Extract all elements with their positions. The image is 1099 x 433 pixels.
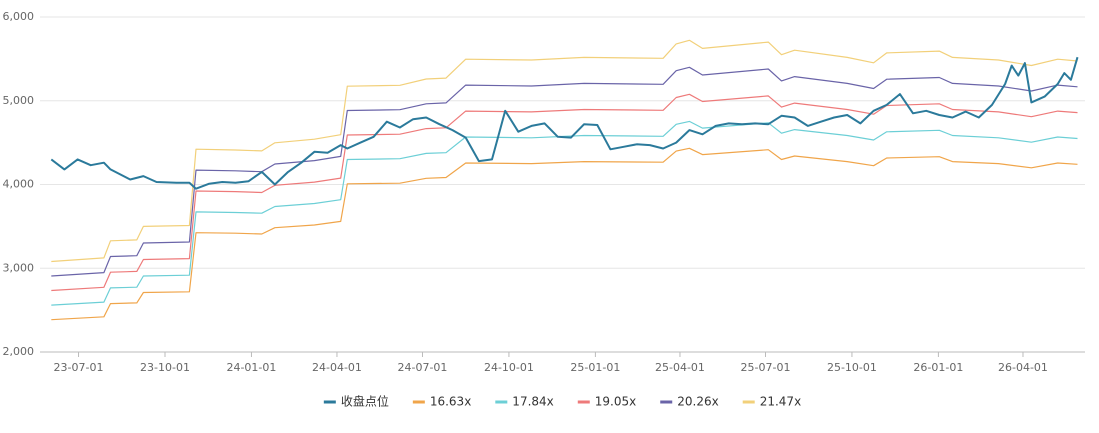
legend-item: 16.63x (412, 395, 471, 409)
x-tick-label: 24-07-01 (398, 361, 448, 374)
y-tick-label: 6,000 (3, 10, 35, 23)
legend-item: 20.26x (660, 395, 719, 409)
legend-item: 19.05x (577, 395, 636, 409)
legend-label: 21.47x (760, 395, 801, 409)
x-tick-label: 25-10-01 (827, 361, 877, 374)
legend-label: 17.84x (512, 395, 553, 409)
legend: 收盘点位 16.63x 17.84x 19.05x 20.26x 21.47x (323, 394, 801, 409)
x-tick-label: 24-01-01 (226, 361, 276, 374)
legend-label: 收盘点位 (341, 394, 389, 409)
series-line (51, 147, 1078, 321)
legend-label: 20.26x (677, 395, 718, 409)
legend-item: 17.84x (495, 395, 554, 409)
series-line (51, 120, 1078, 306)
y-tick-label: 4,000 (3, 178, 35, 191)
series-line (50, 56, 1079, 190)
x-tick-label: 23-10-01 (140, 361, 190, 374)
x-tick-label: 25-07-01 (741, 361, 791, 374)
legend-label: 16.63x (430, 395, 471, 409)
x-tick-label: 24-10-01 (484, 361, 534, 374)
legend-label: 19.05x (595, 395, 636, 409)
y-tick-label: 5,000 (3, 94, 35, 107)
x-tick-label: 23-07-01 (54, 361, 104, 374)
x-tick-label: 24-04-01 (312, 361, 362, 374)
x-tick-label: 25-01-01 (570, 361, 620, 374)
x-tick-label: 26-01-01 (913, 361, 963, 374)
y-tick-label: 2,000 (3, 345, 35, 358)
legend-item: 收盘点位 (323, 394, 389, 409)
x-tick-label: 26-04-01 (998, 361, 1048, 374)
legend-item: 21.47x (742, 395, 801, 409)
series-line (51, 93, 1078, 292)
y-tick-label: 3,000 (3, 261, 35, 274)
x-tick-label: 25-04-01 (655, 361, 705, 374)
series-line (51, 39, 1078, 263)
series-line (51, 66, 1078, 277)
